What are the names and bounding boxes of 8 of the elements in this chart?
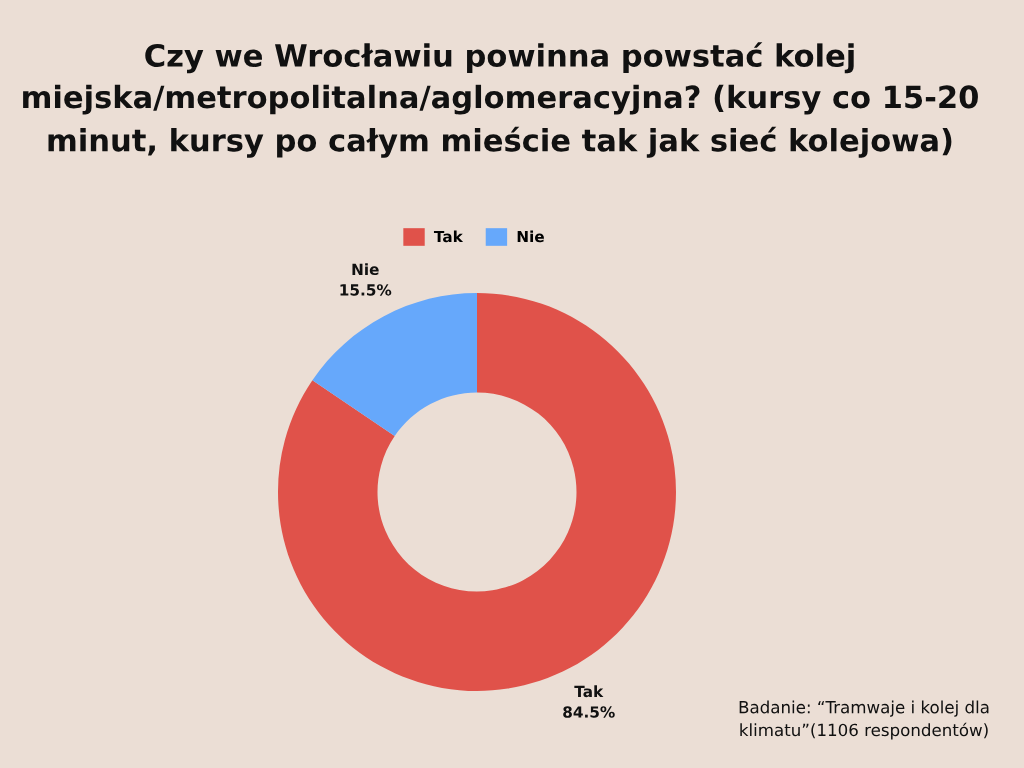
text: Badanie: “Tramwaje i kolej dla klimatu”(1106 respondentów) — [739, 700, 989, 740]
legend-label: Nie — [517, 230, 544, 243]
slice-label: Nie — [352, 263, 379, 276]
slice-label: Tak — [574, 685, 604, 698]
data-label: 15.5% — [340, 284, 392, 296]
data-label: 84.5% — [563, 706, 615, 718]
legend-label: Tak — [433, 230, 464, 243]
chart-title: Czy we Wrocławiu powinna powstać kolej miejska/metropolitalna/aglomeracyjna? (kursy co 15-20 minut, kursy po całym mieście tak jak sieć kolejowa) — [23, 42, 978, 158]
